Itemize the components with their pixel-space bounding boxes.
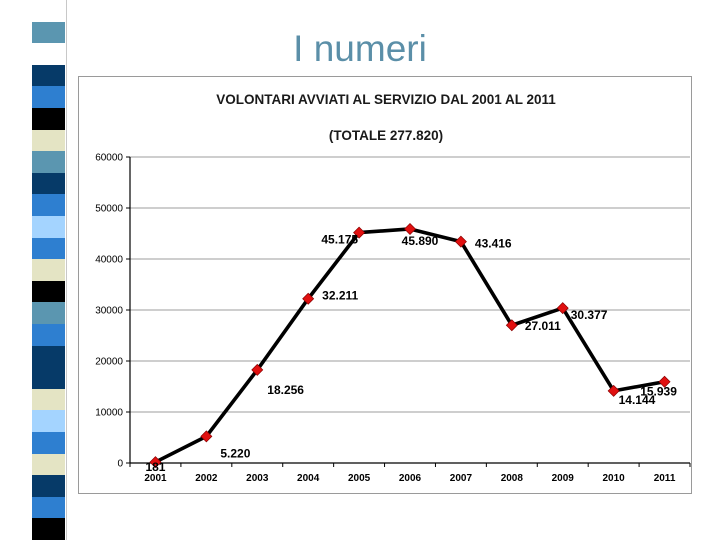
data-label: 181 <box>145 460 165 474</box>
stripe-block <box>32 388 65 411</box>
x-tick-label: 2010 <box>603 473 626 484</box>
stripe-block <box>32 237 65 260</box>
x-tick-label: 2006 <box>399 473 422 484</box>
x-tick-label: 2003 <box>246 473 269 484</box>
stripe-block <box>32 129 65 152</box>
data-point <box>404 222 416 235</box>
data-point <box>302 292 315 305</box>
stripe-block <box>32 21 65 44</box>
chart-frame: VOLONTARI AVVIATI AL SERVIZIO DAL 2001 A… <box>78 76 692 494</box>
data-label: 15.939 <box>640 385 677 399</box>
stripe-block <box>32 475 65 498</box>
data-label: 45.175 <box>321 233 358 247</box>
stripe-block <box>32 410 65 433</box>
stripe-edge <box>66 0 67 540</box>
stripe-block <box>32 280 65 303</box>
stripe-block <box>32 345 65 368</box>
data-label: 30.377 <box>571 308 608 322</box>
chart-subtitle: (TOTALE 277.820) <box>328 128 444 143</box>
data-point <box>607 384 620 397</box>
stripe-block <box>32 0 65 23</box>
x-tick-label: 2002 <box>195 473 218 484</box>
slide-title: I numeri <box>293 28 427 69</box>
data-label: 27.011 <box>525 319 561 333</box>
stripe-block <box>32 194 65 217</box>
stripe-block <box>32 432 65 455</box>
x-tick-label: 2004 <box>297 473 320 484</box>
stripe-block <box>32 518 65 540</box>
data-label: 45.890 <box>402 234 439 248</box>
data-point <box>353 226 366 239</box>
data-label: 18.256 <box>267 383 304 397</box>
stripe-block <box>32 453 65 476</box>
stripe-block <box>32 64 65 87</box>
chart-title: VOLONTARI AVVIATI AL SERVIZIO DAL 2001 A… <box>216 92 556 107</box>
line-chart: 0 10000 20000 30000 40000 50000 60000 2001 2002 2… <box>95 153 691 484</box>
stripe-block <box>32 367 65 390</box>
y-tick-label: 40000 <box>95 255 123 266</box>
data-label: 14.144 <box>619 393 656 407</box>
data-point <box>658 375 671 388</box>
x-tick-label: 2011 <box>654 473 676 484</box>
y-tick-label: 30000 <box>95 306 123 317</box>
data-point <box>251 363 264 376</box>
stripe-block <box>32 324 65 347</box>
y-tick-label: 60000 <box>95 153 123 164</box>
data-point <box>149 456 162 469</box>
data-label: 43.416 <box>475 237 512 251</box>
x-tick-label: 2007 <box>450 473 473 484</box>
y-tick-label: 20000 <box>95 357 123 368</box>
stripe-block <box>32 302 65 325</box>
data-point <box>200 430 213 443</box>
decorative-stripe <box>0 0 80 540</box>
stripe-block <box>32 151 65 174</box>
x-tick-label: 2005 <box>348 473 371 484</box>
y-tick-label: 50000 <box>95 204 123 215</box>
x-tick-label: 2009 <box>552 473 575 484</box>
stripe-block <box>32 43 65 66</box>
data-label: 32.211 <box>322 289 358 303</box>
stripe-block <box>32 172 65 195</box>
data-point <box>454 235 467 248</box>
stripe-block <box>32 496 65 519</box>
series-line <box>154 227 665 464</box>
data-label: 5.220 <box>220 446 250 460</box>
x-tick-label: 2008 <box>501 473 524 484</box>
y-tick-label: 0 <box>117 459 123 470</box>
x-tick-label: 2001 <box>144 473 167 484</box>
stripe-block <box>32 86 65 109</box>
stripe-block <box>32 108 65 131</box>
data-point <box>505 319 518 332</box>
y-tick-label: 10000 <box>95 408 123 419</box>
stripe-block <box>32 216 65 239</box>
stripe-block <box>32 259 65 282</box>
data-point <box>556 302 569 315</box>
